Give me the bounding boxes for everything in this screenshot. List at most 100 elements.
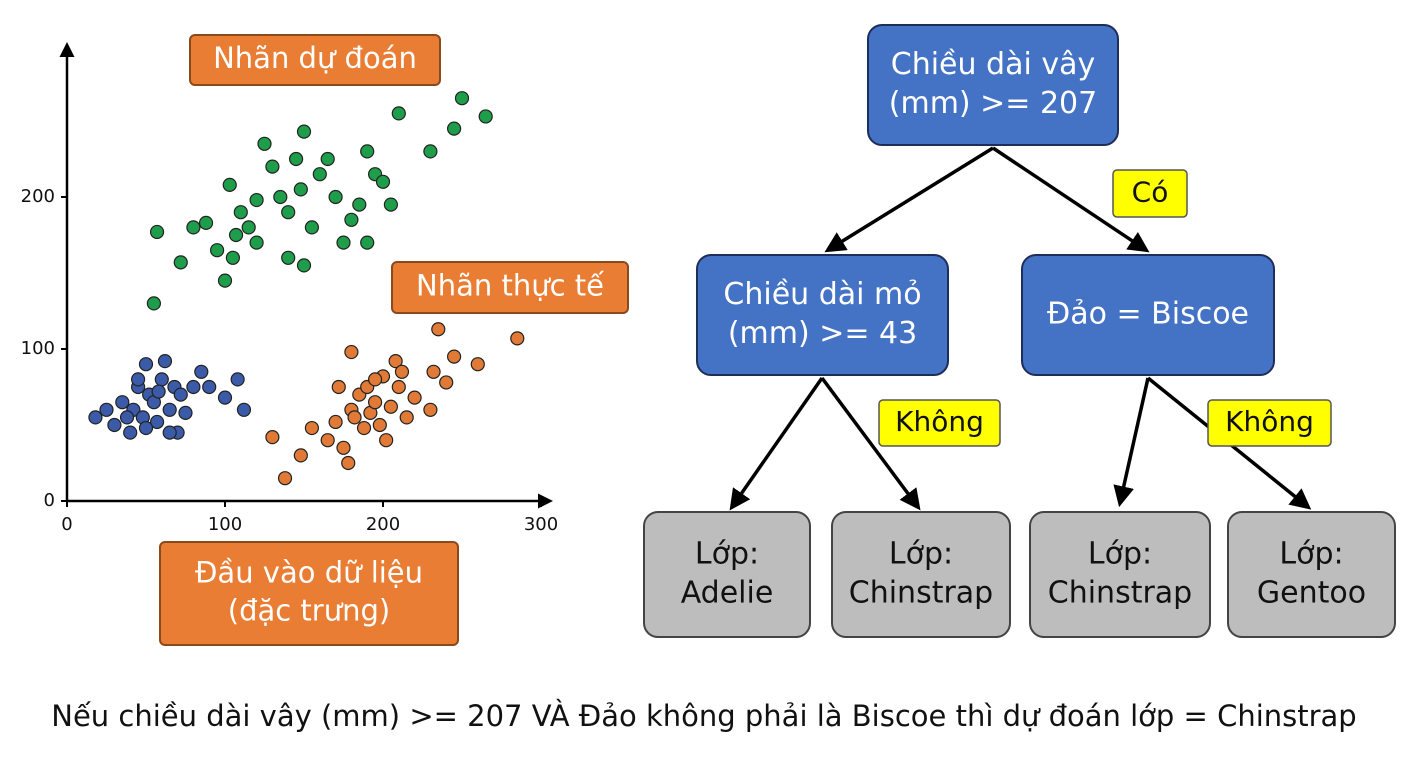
edge-label-text: Có [1132, 176, 1169, 209]
point [178, 405, 193, 420]
x-tick-label: 0 [61, 514, 72, 535]
point [217, 390, 233, 405]
point [368, 395, 383, 410]
point [344, 212, 359, 227]
point [157, 354, 173, 369]
tree-edges [729, 146, 1312, 511]
box: Lớp: Chinstrap [1029, 511, 1211, 638]
point [379, 433, 394, 448]
y-tick-label: 100 [21, 338, 55, 359]
point [296, 258, 312, 273]
x-tick-label: 300 [524, 514, 558, 535]
point [336, 440, 351, 455]
y-tick-label: 0 [44, 490, 55, 511]
edge-label: Có [1112, 169, 1188, 218]
box: Lớp: Chinstrap [831, 511, 1011, 638]
point [186, 379, 201, 395]
point [236, 402, 252, 417]
point [331, 379, 346, 395]
box-label: Lớp: [889, 537, 953, 572]
point [277, 471, 293, 486]
edge [729, 376, 824, 511]
point [202, 379, 217, 395]
point [431, 322, 446, 337]
caption: Nếu chiều dài vây (mm) >= 207 VÀ Đảo khô… [51, 699, 1356, 733]
point [388, 354, 403, 369]
box: Đảo = Biscoe [1021, 254, 1275, 376]
point [162, 402, 177, 417]
point [439, 375, 454, 390]
point [391, 106, 406, 121]
point [281, 205, 296, 220]
point [88, 410, 103, 425]
point [138, 357, 154, 372]
point [347, 410, 362, 425]
point [304, 420, 319, 436]
box: Lớp: Adelie [643, 511, 811, 638]
point [138, 420, 154, 436]
point [249, 192, 264, 208]
point [146, 296, 161, 311]
point [320, 151, 335, 167]
point [368, 372, 383, 387]
point [293, 448, 308, 463]
point [320, 433, 335, 448]
edge-label-bg [1207, 399, 1332, 447]
box-label: Chinstrap [1048, 576, 1192, 611]
point [265, 159, 280, 174]
point [198, 215, 214, 230]
box-label: Adelie [681, 576, 774, 611]
edge [824, 146, 994, 253]
point [510, 331, 525, 346]
point [447, 349, 462, 364]
point [289, 151, 304, 167]
point [230, 372, 245, 387]
point [149, 224, 165, 240]
box: Nhãn thực tế [391, 261, 629, 314]
point [372, 417, 387, 433]
box-bg [1227, 511, 1396, 638]
point [119, 410, 135, 425]
box-bg [867, 24, 1119, 146]
point [265, 430, 280, 445]
y-tick-label: 200 [21, 186, 55, 207]
box-label: Nhãn dự đoán [213, 41, 417, 75]
point [241, 220, 256, 235]
edge-label: Không [878, 399, 1001, 447]
point [228, 227, 244, 243]
box-bg [696, 254, 949, 376]
edge [992, 146, 1150, 253]
point [222, 177, 237, 192]
point [407, 390, 422, 405]
x-tick-label: 100 [208, 514, 242, 535]
point [131, 372, 146, 387]
point [328, 414, 343, 430]
point [257, 136, 272, 151]
box-label: (đặc trưng) [228, 593, 390, 627]
box-label: Lớp: [1279, 537, 1343, 572]
point [423, 402, 438, 417]
point [123, 425, 138, 440]
point [273, 189, 288, 205]
point [352, 197, 367, 212]
edge-label-bg [878, 399, 1001, 447]
box-label: Chinstrap [849, 576, 993, 611]
box-label: Lớp: [695, 537, 759, 572]
point [249, 235, 264, 250]
point [107, 417, 122, 433]
point [391, 379, 406, 395]
point [423, 144, 438, 159]
point [304, 220, 319, 235]
point [426, 364, 441, 379]
box-label: Nhãn thực tế [416, 269, 604, 303]
edge-label-text: Không [1225, 405, 1314, 438]
point [293, 182, 308, 197]
edge [1113, 377, 1150, 508]
point [356, 420, 372, 436]
box: Chiều dài mỏ (mm) >= 43 [696, 254, 949, 376]
point [399, 410, 414, 425]
point [328, 189, 343, 205]
point [344, 344, 359, 360]
box-label: Gentoo [1257, 576, 1366, 611]
